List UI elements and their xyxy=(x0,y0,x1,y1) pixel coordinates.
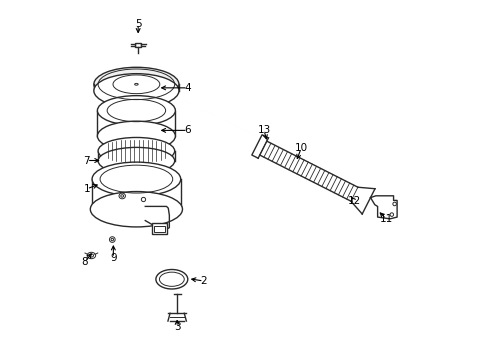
Text: 1: 1 xyxy=(83,184,90,194)
Ellipse shape xyxy=(98,138,174,165)
Text: 9: 9 xyxy=(110,253,117,263)
Text: 4: 4 xyxy=(184,83,191,93)
Bar xyxy=(97,111,175,136)
Ellipse shape xyxy=(94,67,179,101)
Ellipse shape xyxy=(111,238,113,241)
Text: 7: 7 xyxy=(83,156,90,166)
Ellipse shape xyxy=(141,197,145,202)
Text: 6: 6 xyxy=(184,125,191,135)
Text: 8: 8 xyxy=(81,257,88,266)
Ellipse shape xyxy=(392,202,396,206)
Text: 12: 12 xyxy=(347,196,360,206)
Ellipse shape xyxy=(98,147,174,174)
Text: 2: 2 xyxy=(200,276,206,286)
Ellipse shape xyxy=(121,195,123,197)
Ellipse shape xyxy=(97,121,175,151)
Ellipse shape xyxy=(389,213,393,216)
Text: 13: 13 xyxy=(257,125,270,135)
Text: 11: 11 xyxy=(379,214,392,224)
Ellipse shape xyxy=(156,270,187,289)
Ellipse shape xyxy=(90,192,182,227)
Ellipse shape xyxy=(94,74,179,108)
Ellipse shape xyxy=(134,84,138,85)
Ellipse shape xyxy=(97,96,175,125)
Ellipse shape xyxy=(109,237,115,242)
Bar xyxy=(154,226,164,232)
Text: 10: 10 xyxy=(294,143,307,153)
Ellipse shape xyxy=(89,254,93,257)
Text: 3: 3 xyxy=(174,322,180,332)
Ellipse shape xyxy=(119,193,125,199)
Ellipse shape xyxy=(92,162,181,196)
Ellipse shape xyxy=(87,252,96,259)
Text: 5: 5 xyxy=(135,19,141,29)
Bar xyxy=(92,179,181,209)
Bar xyxy=(151,224,167,234)
Bar xyxy=(135,43,141,48)
Ellipse shape xyxy=(159,272,184,286)
